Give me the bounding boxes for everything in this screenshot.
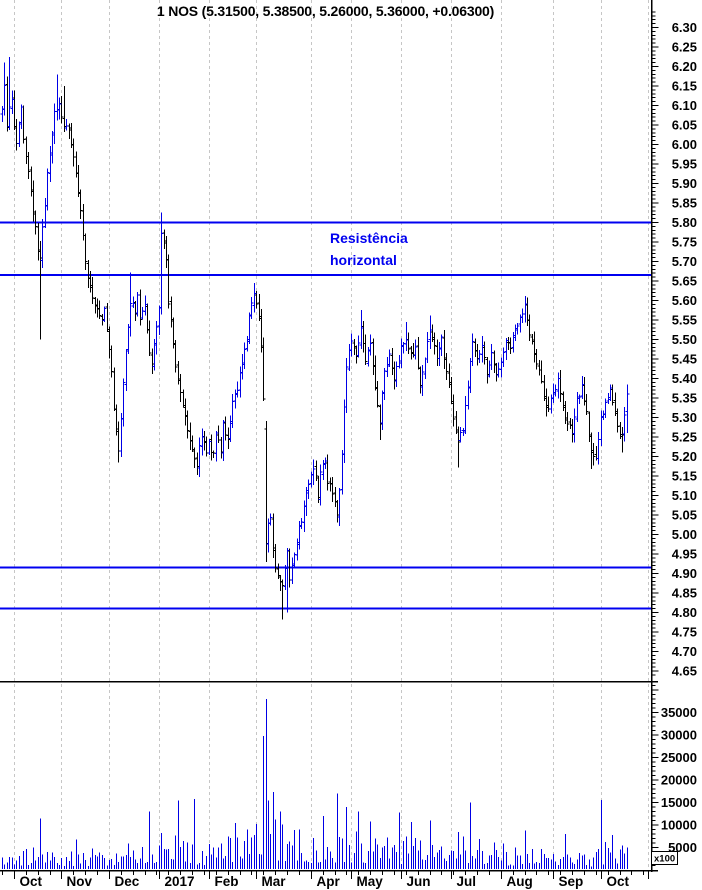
- price-tick-label: 5.05: [672, 508, 697, 523]
- price-tick-label: 5.15: [672, 469, 697, 484]
- price-tick-label: 6.10: [672, 98, 697, 113]
- price-tick-label: 5.55: [672, 313, 697, 328]
- price-tick-label: 6.25: [672, 40, 697, 55]
- volume-tick-label: 25000: [661, 750, 697, 765]
- price-tick-label: 5.60: [672, 293, 697, 308]
- month-label: Mar: [262, 874, 287, 889]
- volume-tick-label: 20000: [661, 773, 697, 788]
- price-tick-label: 5.20: [672, 449, 697, 464]
- price-tick-label: 4.75: [672, 625, 697, 640]
- price-tick-label: 4.65: [672, 664, 697, 679]
- price-tick-label: 5.30: [672, 410, 697, 425]
- price-tick-label: 6.00: [672, 137, 697, 152]
- resistance-lines: [0, 221, 652, 610]
- volume-tick-label: 10000: [661, 818, 697, 833]
- price-tick-label: 5.80: [672, 215, 697, 230]
- price-tick-label: 6.15: [672, 79, 697, 94]
- price-tick-label: 4.90: [672, 566, 697, 581]
- month-label: Jul: [457, 874, 477, 889]
- price-tick-label: 5.65: [672, 274, 697, 289]
- resistance-annotation: Resistência horizontal: [330, 227, 408, 271]
- price-tick-label: 5.10: [672, 488, 697, 503]
- price-tick-label: 5.95: [672, 157, 697, 172]
- month-label: Oct: [20, 874, 43, 889]
- volume-tick-label: 35000: [661, 705, 697, 720]
- time-axis: Oct Nov Dec 2017 Feb Mar Apr May Jun Jul Aug Sep Oct: [2, 871, 649, 889]
- volume-path: [2, 699, 628, 869]
- month-label: 2017: [165, 874, 195, 889]
- resistance-annotation-line2: horizontal: [330, 252, 397, 268]
- price-tick-label: 6.30: [672, 20, 697, 35]
- chart-title: 1 NOS (5.31500, 5.38500, 5.26000, 5.3600…: [156, 3, 495, 19]
- volume-unit-label: x100: [654, 854, 675, 865]
- price-tick-label: 5.25: [672, 430, 697, 445]
- price-tick-label: 5.90: [672, 176, 697, 191]
- month-label: Feb: [215, 874, 239, 889]
- price-axis: 6.30 6.25 6.20 6.15 6.10 6.05 6.00 5.95 5.90 5.85…: [651, 11, 697, 679]
- price-tick-label: 5.70: [672, 254, 697, 269]
- month-label: Sep: [559, 874, 584, 889]
- price-tick-label: 4.80: [672, 605, 697, 620]
- price-tick-label: 4.70: [672, 644, 697, 659]
- price-tick-label: 5.50: [672, 332, 697, 347]
- price-tick-label: 5.75: [672, 235, 697, 250]
- month-label: Oct: [607, 874, 630, 889]
- volume-tick-label: 15000: [661, 795, 697, 810]
- month-label: Aug: [507, 874, 533, 889]
- price-tick-label: 5.40: [672, 371, 697, 386]
- axes: [0, 0, 658, 872]
- month-label: Jun: [407, 874, 431, 889]
- month-label: Dec: [115, 874, 140, 889]
- price-bars: [0, 56, 630, 620]
- down-bars: [5, 76, 625, 620]
- price-tick-label: 6.20: [672, 59, 697, 74]
- volume-tick-label: 30000: [661, 728, 697, 743]
- volume-bars: [2, 699, 628, 869]
- up-bars: [0, 56, 630, 613]
- price-tick-label: 5.00: [672, 527, 697, 542]
- month-label: May: [357, 874, 384, 889]
- price-tick-label: 4.95: [672, 547, 697, 562]
- month-gridlines: [14, 0, 649, 868]
- month-label: Nov: [67, 874, 93, 889]
- resistance-annotation-line1: Resistência: [330, 230, 408, 246]
- volume-unit-box: [651, 851, 678, 865]
- month-label: Apr: [317, 874, 341, 889]
- price-tick-label: 5.85: [672, 196, 697, 211]
- price-tick-label: 5.45: [672, 352, 697, 367]
- price-tick-label: 4.85: [672, 586, 697, 601]
- price-tick-label: 5.35: [672, 391, 697, 406]
- price-tick-label: 6.05: [672, 118, 697, 133]
